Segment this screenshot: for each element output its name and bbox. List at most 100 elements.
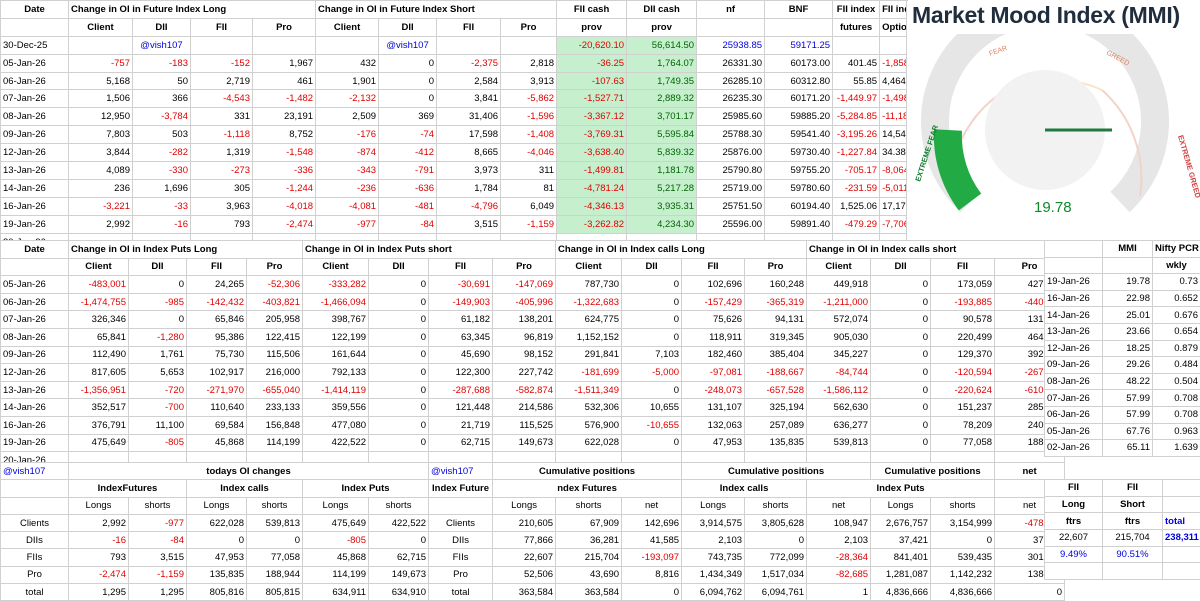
t4-cell: 0 <box>622 584 682 601</box>
t1-cell: 5,595.84 <box>627 126 697 144</box>
t4-cell: 210,605 <box>493 514 556 531</box>
t1-cell: -11,188.96 <box>880 108 907 126</box>
t4-cell: 539,813 <box>247 514 303 531</box>
t4-cell: total <box>1 584 69 601</box>
t4-cell: 793 <box>69 549 129 566</box>
t1-cell: 3,913 <box>501 72 557 90</box>
t1-h2-col-12 <box>765 18 833 36</box>
t1-cell: -757 <box>69 54 133 72</box>
t2-cell: 359,556 <box>303 399 369 417</box>
t2-cell: 0 <box>871 364 931 382</box>
t1-cell: -1,244 <box>253 179 316 197</box>
t1-h2-col-14: Options <box>880 18 907 36</box>
t4-sub-7 <box>429 497 493 514</box>
t2-cell: 0 <box>369 416 429 434</box>
t2-h2-col-8: Pro <box>493 258 556 276</box>
t1-cell: -874 <box>316 144 379 162</box>
t1-cell: -791 <box>379 162 437 180</box>
t4-cell: 2,676,757 <box>871 514 931 531</box>
t2-h2-col-12: Pro <box>745 258 807 276</box>
t1-cell: -8,064.52 <box>880 162 907 180</box>
t1-cell: 60312.80 <box>765 72 833 90</box>
t4-sub-14: Longs <box>871 497 931 514</box>
t2-cell: 151,237 <box>931 399 995 417</box>
t1-cell: 59885.20 <box>765 108 833 126</box>
t2-cell: 96,819 <box>493 328 556 346</box>
t1-cell: -4,346.13 <box>557 197 627 215</box>
t1-cell: -3,221 <box>69 197 133 215</box>
t2-cell: -403,821 <box>247 293 303 311</box>
t2-cell: 0 <box>622 293 682 311</box>
t2-cell: 214,586 <box>493 399 556 417</box>
t1-cell: 12-Jan-26 <box>1 144 69 162</box>
t2-h2-col-14: DII <box>871 258 931 276</box>
t1-cell: 59730.40 <box>765 144 833 162</box>
t1-cell: 369 <box>379 108 437 126</box>
t4-cell: -16 <box>69 532 129 549</box>
t4-cell: 1,434,349 <box>682 566 745 583</box>
t5-blank <box>1163 480 1200 497</box>
t3-cell: 0.484 <box>1153 357 1200 374</box>
t2-cell: 65,841 <box>69 328 129 346</box>
t4-blank <box>1 480 69 497</box>
t2-cell: 122,300 <box>429 364 493 382</box>
t4-cell: 1,295 <box>129 584 187 601</box>
t2-cell: 227,742 <box>493 364 556 382</box>
t2-cell: 0 <box>369 346 429 364</box>
t1-cell: 1,967 <box>253 54 316 72</box>
t1-cell: 81 <box>501 179 557 197</box>
t2-cell: -1,322,683 <box>556 293 622 311</box>
t2-cell: 98,152 <box>493 346 556 364</box>
t2-cell: 121,448 <box>429 399 493 417</box>
t2-cell: -805 <box>129 434 187 452</box>
t2-cell: 622,028 <box>556 434 622 452</box>
t2-cell: 0 <box>622 328 682 346</box>
t2-cell: -1,414,119 <box>303 381 369 399</box>
t5-h3-1: ftrs <box>1103 513 1163 530</box>
t1-cell: 59755.20 <box>765 162 833 180</box>
t2-cell: -271,970 <box>187 381 247 399</box>
t1-cell: 331 <box>191 108 253 126</box>
t2-cell: 385,404 <box>745 346 807 364</box>
t5-blank6 <box>1163 563 1200 580</box>
t4-cell: -977 <box>129 514 187 531</box>
t4-sub-13: net <box>807 497 871 514</box>
gauge-label-fear: FEAR <box>988 45 1008 58</box>
t2-cell: 0 <box>369 311 429 329</box>
t2-h1-group-13: Change in OI in Index calls short <box>807 241 1065 259</box>
t4-cell: 1,281,087 <box>871 566 931 583</box>
t1-cell: -3,784 <box>133 108 191 126</box>
t2-cell: -333,282 <box>303 276 369 294</box>
t4-sub-12: shorts <box>745 497 807 514</box>
t4-cell: 1 <box>807 584 871 601</box>
t2-cell: 24,265 <box>187 276 247 294</box>
gauge-value: 19.78 <box>1034 199 1072 216</box>
t1-cell: 55.85 <box>833 72 880 90</box>
t3-cell: 0.879 <box>1153 340 1200 357</box>
t4-cell: 3,515 <box>129 549 187 566</box>
gauge-label-extreme-greed: EXTREME GREED <box>1176 134 1200 200</box>
t2-cell: 75,730 <box>187 346 247 364</box>
t4-cell: 2,103 <box>682 532 745 549</box>
t4-g-puts2: Index Puts <box>807 480 995 497</box>
gauge-fill-arc <box>948 130 970 202</box>
t3-cell: 65.11 <box>1103 440 1153 457</box>
t1-cell: -20,620.10 <box>557 36 627 54</box>
t2-cell: 132,063 <box>682 416 745 434</box>
t2-cell: 291,841 <box>556 346 622 364</box>
t2-cell: 138,201 <box>493 311 556 329</box>
t3-cell: 06-Jan-26 <box>1045 406 1103 423</box>
t5-h2-0: Long <box>1045 496 1103 513</box>
t4-cell: 3,805,628 <box>745 514 807 531</box>
t4-sub-0 <box>1 497 69 514</box>
